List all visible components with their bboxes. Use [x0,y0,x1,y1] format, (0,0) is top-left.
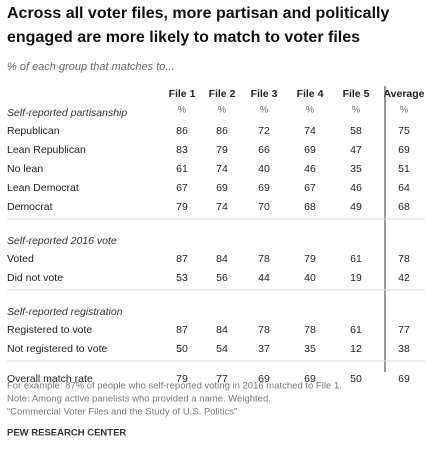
cell: 61 [176,163,188,175]
cell: 40 [258,163,270,175]
cell: 68 [398,201,410,213]
cell: 12 [350,343,362,355]
cell: 42 [398,272,410,284]
cell: 79 [176,201,188,213]
cell: 77 [398,324,410,336]
cell: 87 [176,324,188,336]
cell: 61 [350,324,362,336]
cell: 19 [350,272,362,284]
cell: 40 [304,272,316,284]
section-heading: Self-reported registration [7,306,123,318]
cell: 37 [258,343,270,355]
cell: 69 [258,182,270,194]
row-label: Voted [7,253,34,265]
cell: 78 [304,324,316,336]
cell: 61 [350,253,362,265]
cell: 84 [216,324,228,336]
unit-label: % [306,105,315,116]
cell: 49 [350,201,362,213]
section-heading: Self-reported partisanship [7,107,127,119]
column-header: File 3 [251,88,278,100]
cell: 35 [304,343,316,355]
cell: 86 [216,125,228,137]
row-label: No lean [7,163,43,175]
cell: 67 [176,182,188,194]
section-heading: Self-reported 2016 vote [7,235,117,247]
cell: 46 [350,182,362,194]
cell: 74 [304,125,316,137]
cell: 74 [216,163,228,175]
cell: 53 [176,272,188,284]
cell: 47 [350,144,362,156]
cell: 87 [176,253,188,265]
cell: 79 [176,373,188,385]
title: Across all voter files, more partisan an… [7,5,389,22]
cell: 50 [176,343,188,355]
cell: 67 [304,182,316,194]
cell: 78 [398,253,410,265]
unit-label: % [218,105,227,116]
column-header: File 1 [169,88,196,100]
title: engaged are more likely to match to vote… [7,29,360,46]
unit-label: % [178,105,187,116]
row-label: Lean Democrat [7,182,79,194]
cell: 44 [258,272,270,284]
cell: 79 [304,253,316,265]
row-label: Republican [7,125,60,137]
cell: 70 [258,201,270,213]
cell: 69 [216,182,228,194]
row-label: Democrat [7,201,53,213]
note: Note: Among active panelists who provide… [7,394,271,405]
column-header: File 5 [343,88,370,100]
cell: 51 [398,163,410,175]
cell: 75 [398,125,410,137]
cell: 69 [398,144,410,156]
cell: 56 [216,272,228,284]
column-header: File 2 [209,88,236,100]
cell: 72 [258,125,270,137]
cell: 77 [216,373,228,385]
cell: 64 [398,182,410,194]
cell: 69 [258,373,270,385]
row-label: Did not vote [7,272,63,284]
note: “Commercial Voter Files and the Study of… [7,407,237,418]
cell: 38 [398,343,410,355]
cell: 69 [398,373,410,385]
cell: 50 [350,373,362,385]
column-header: Average [383,88,424,100]
note: For example: 87% of people who self-repo… [7,381,342,392]
cell: 74 [216,201,228,213]
column-header: File 4 [297,88,324,100]
cell: 78 [258,324,270,336]
cell: 83 [176,144,188,156]
cell: 69 [304,373,316,385]
subtitle: % of each group that matches to... [7,61,175,73]
cell: 58 [350,125,362,137]
cell: 35 [350,163,362,175]
row-label: Lean Republican [7,144,86,156]
unit-label: % [400,105,409,116]
row-label: Overall match rate [7,373,93,385]
cell: 78 [258,253,270,265]
row-label: Registered to vote [7,324,92,336]
cell: 68 [304,201,316,213]
row-label: Not registered to vote [7,343,108,355]
cell: 69 [304,144,316,156]
cell: 46 [304,163,316,175]
unit-label: % [352,105,361,116]
cell: 66 [258,144,270,156]
cell: 86 [176,125,188,137]
cell: 54 [216,343,228,355]
unit-label: % [260,105,269,116]
source: PEW RESEARCH CENTER [7,428,126,439]
cell: 79 [216,144,228,156]
cell: 84 [216,253,228,265]
